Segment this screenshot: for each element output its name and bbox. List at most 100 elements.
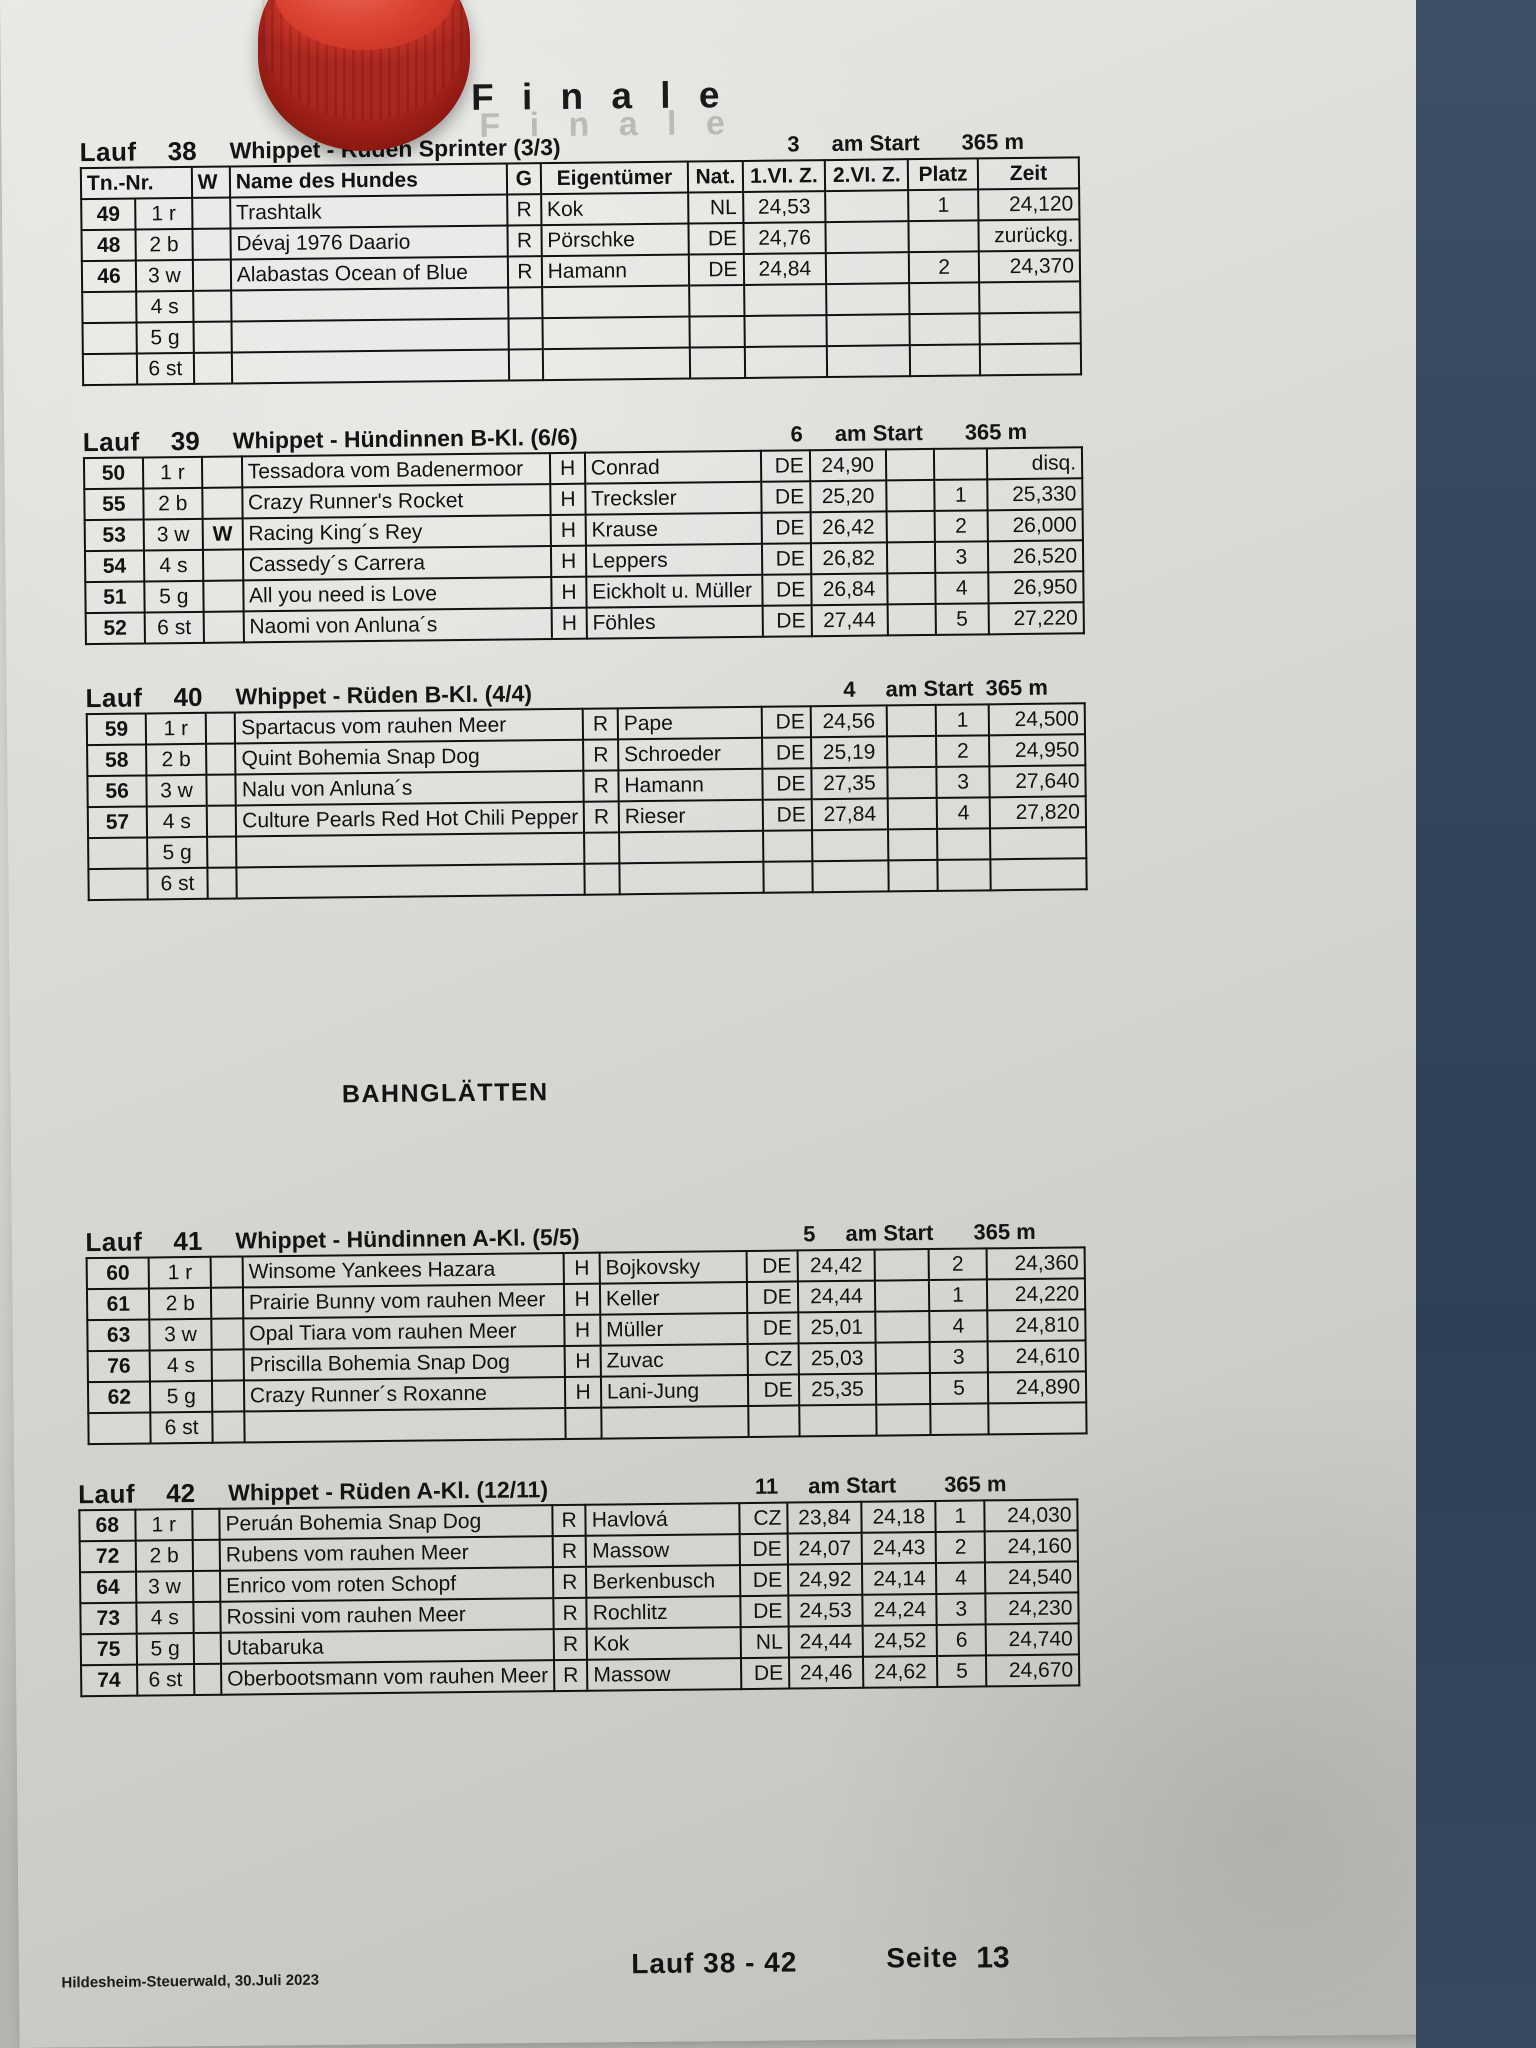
cell-tn-nr: 56 bbox=[87, 775, 147, 808]
cell-z2 bbox=[887, 797, 938, 830]
cell-dog-name: Enrico vom roten Schopf bbox=[220, 1567, 554, 1602]
cell-box: 1 r bbox=[135, 197, 193, 230]
cell-gender: H bbox=[565, 1376, 602, 1408]
cell-dog-name: Quint Bohemia Snap Dog bbox=[235, 739, 584, 775]
cell-zeit: 24,540 bbox=[985, 1561, 1079, 1594]
cell-z2: 24,62 bbox=[863, 1655, 938, 1688]
cell-nat: CZ bbox=[747, 1343, 799, 1375]
cell-tn-nr: 50 bbox=[83, 457, 143, 490]
cell-dog-name: Opal Tiara vom rauhen Meer bbox=[243, 1314, 565, 1350]
lauf-label: Lauf bbox=[79, 136, 137, 168]
starters-count: 11 bbox=[754, 1473, 779, 1499]
cell-z1: 24,46 bbox=[788, 1656, 864, 1689]
cell-z1 bbox=[811, 829, 889, 862]
cell-platz: 2 bbox=[936, 1531, 986, 1563]
run-block-39: Lauf 39 Whippet - Hündinnen B-Kl. (6/6) 6 am… bbox=[83, 416, 1085, 645]
cell-z1 bbox=[743, 315, 828, 347]
lauf-label: Lauf bbox=[85, 682, 143, 714]
cell-nat: DE bbox=[761, 768, 812, 800]
bahnglaetten-note: BAHNGLÄTTEN bbox=[341, 1078, 549, 1109]
cell-owner: Lani-Jung bbox=[600, 1374, 749, 1408]
cell-w: W bbox=[202, 518, 243, 550]
cell-gender: H bbox=[551, 545, 587, 578]
cell-w bbox=[205, 743, 236, 775]
cell-box: 4 s bbox=[136, 290, 194, 323]
cell-z2: 24,24 bbox=[862, 1593, 938, 1626]
cell-zeit: 24,950 bbox=[989, 734, 1086, 767]
cell-owner: Schroeder bbox=[617, 737, 762, 771]
cell-tn-nr: 68 bbox=[79, 1509, 136, 1542]
cell-owner: Massow bbox=[585, 1534, 740, 1567]
cell-gender: R bbox=[553, 1566, 587, 1599]
cell-zeit bbox=[990, 858, 1087, 891]
cell-dog-name: Priscilla Bohemia Snap Dog bbox=[243, 1345, 566, 1381]
lauf-label: Lauf bbox=[78, 1478, 136, 1510]
col-owner: Eigentümer bbox=[540, 161, 689, 195]
cell-z2: 24,18 bbox=[861, 1500, 937, 1533]
cell-platz bbox=[909, 282, 980, 315]
cell-nat: DE bbox=[762, 799, 812, 831]
footer-page-number: 13 bbox=[976, 1941, 1010, 1975]
cell-box: 3 w bbox=[146, 774, 207, 807]
cell-z2 bbox=[876, 1373, 931, 1405]
cell-z2: 24,14 bbox=[862, 1562, 937, 1595]
cell-z1 bbox=[812, 860, 889, 893]
cell-z1: 24,44 bbox=[797, 1280, 876, 1313]
cell-dog-name: Winsome Yankees Hazara bbox=[242, 1252, 565, 1288]
cell-platz: 6 bbox=[937, 1624, 987, 1656]
cell-w bbox=[192, 290, 232, 322]
starters-count: 4 bbox=[843, 676, 856, 702]
cell-z1: 24,92 bbox=[787, 1563, 863, 1596]
cell-platz: 1 bbox=[935, 704, 990, 736]
results-table-41: 60 1 r Winsome Yankees Hazara H Bojkovsky DE 2… bbox=[86, 1246, 1088, 1445]
cell-zeit: 24,740 bbox=[985, 1623, 1079, 1656]
cell-platz bbox=[930, 1403, 989, 1436]
cell-w bbox=[191, 197, 231, 229]
cell-gender: H bbox=[564, 1283, 601, 1315]
cell-gender bbox=[565, 1407, 602, 1439]
run-title: Whippet - Rüden A-Kl. (12/11) bbox=[228, 1476, 549, 1506]
cell-platz: 5 bbox=[930, 1372, 988, 1405]
cell-box: 5 g bbox=[136, 321, 194, 354]
col-nat: Nat. bbox=[688, 160, 743, 193]
cell-w bbox=[206, 836, 237, 868]
cell-w bbox=[211, 1318, 244, 1350]
cell-zeit: 24,810 bbox=[986, 1309, 1086, 1342]
cell-z2: 24,43 bbox=[861, 1531, 937, 1564]
cell-platz: 4 bbox=[929, 1310, 988, 1343]
lauf-number: 42 bbox=[166, 1477, 196, 1509]
document-content: F i n a l e F i n a l e Lauf 38 Whippet - … bbox=[61, 74, 1088, 1991]
cell-tn-nr: 57 bbox=[87, 806, 148, 839]
cell-gender: H bbox=[564, 1345, 601, 1377]
cell-z2 bbox=[825, 190, 909, 223]
cell-tn-nr: 58 bbox=[87, 744, 147, 777]
cell-zeit: 26,950 bbox=[987, 571, 1084, 604]
cell-platz bbox=[937, 859, 991, 891]
cell-dog-name: Trashtalk bbox=[229, 194, 508, 229]
cell-z1 bbox=[798, 1404, 877, 1437]
cell-w bbox=[203, 611, 244, 643]
cell-dog-name: Alabastas Ocean of Blue bbox=[230, 256, 509, 291]
cell-nat: CZ bbox=[739, 1502, 788, 1535]
cell-owner: Berkenbusch bbox=[586, 1565, 741, 1598]
cell-w bbox=[203, 580, 244, 612]
cell-tn-nr: 73 bbox=[80, 1602, 137, 1635]
col-platz: Platz bbox=[908, 158, 979, 191]
cell-w bbox=[206, 774, 237, 806]
cell-dog-name bbox=[231, 349, 510, 384]
cell-platz bbox=[909, 313, 980, 346]
cell-tn-nr: 63 bbox=[87, 1319, 150, 1352]
cell-z2 bbox=[885, 479, 935, 512]
cell-gender bbox=[508, 318, 543, 350]
cell-gender: H bbox=[563, 1252, 600, 1284]
cell-nat: DE bbox=[760, 481, 811, 513]
cell-box: 2 b bbox=[135, 228, 193, 261]
cell-tn-nr: 51 bbox=[85, 581, 145, 614]
cell-z1: 27,35 bbox=[811, 767, 888, 800]
cell-tn-nr: 53 bbox=[84, 519, 144, 552]
cell-w bbox=[193, 1632, 222, 1664]
cell-box: 3 w bbox=[149, 1318, 212, 1351]
cell-z1: 24,56 bbox=[810, 705, 887, 738]
cell-nat: DE bbox=[760, 450, 811, 482]
cell-zeit: 26,000 bbox=[987, 509, 1083, 542]
